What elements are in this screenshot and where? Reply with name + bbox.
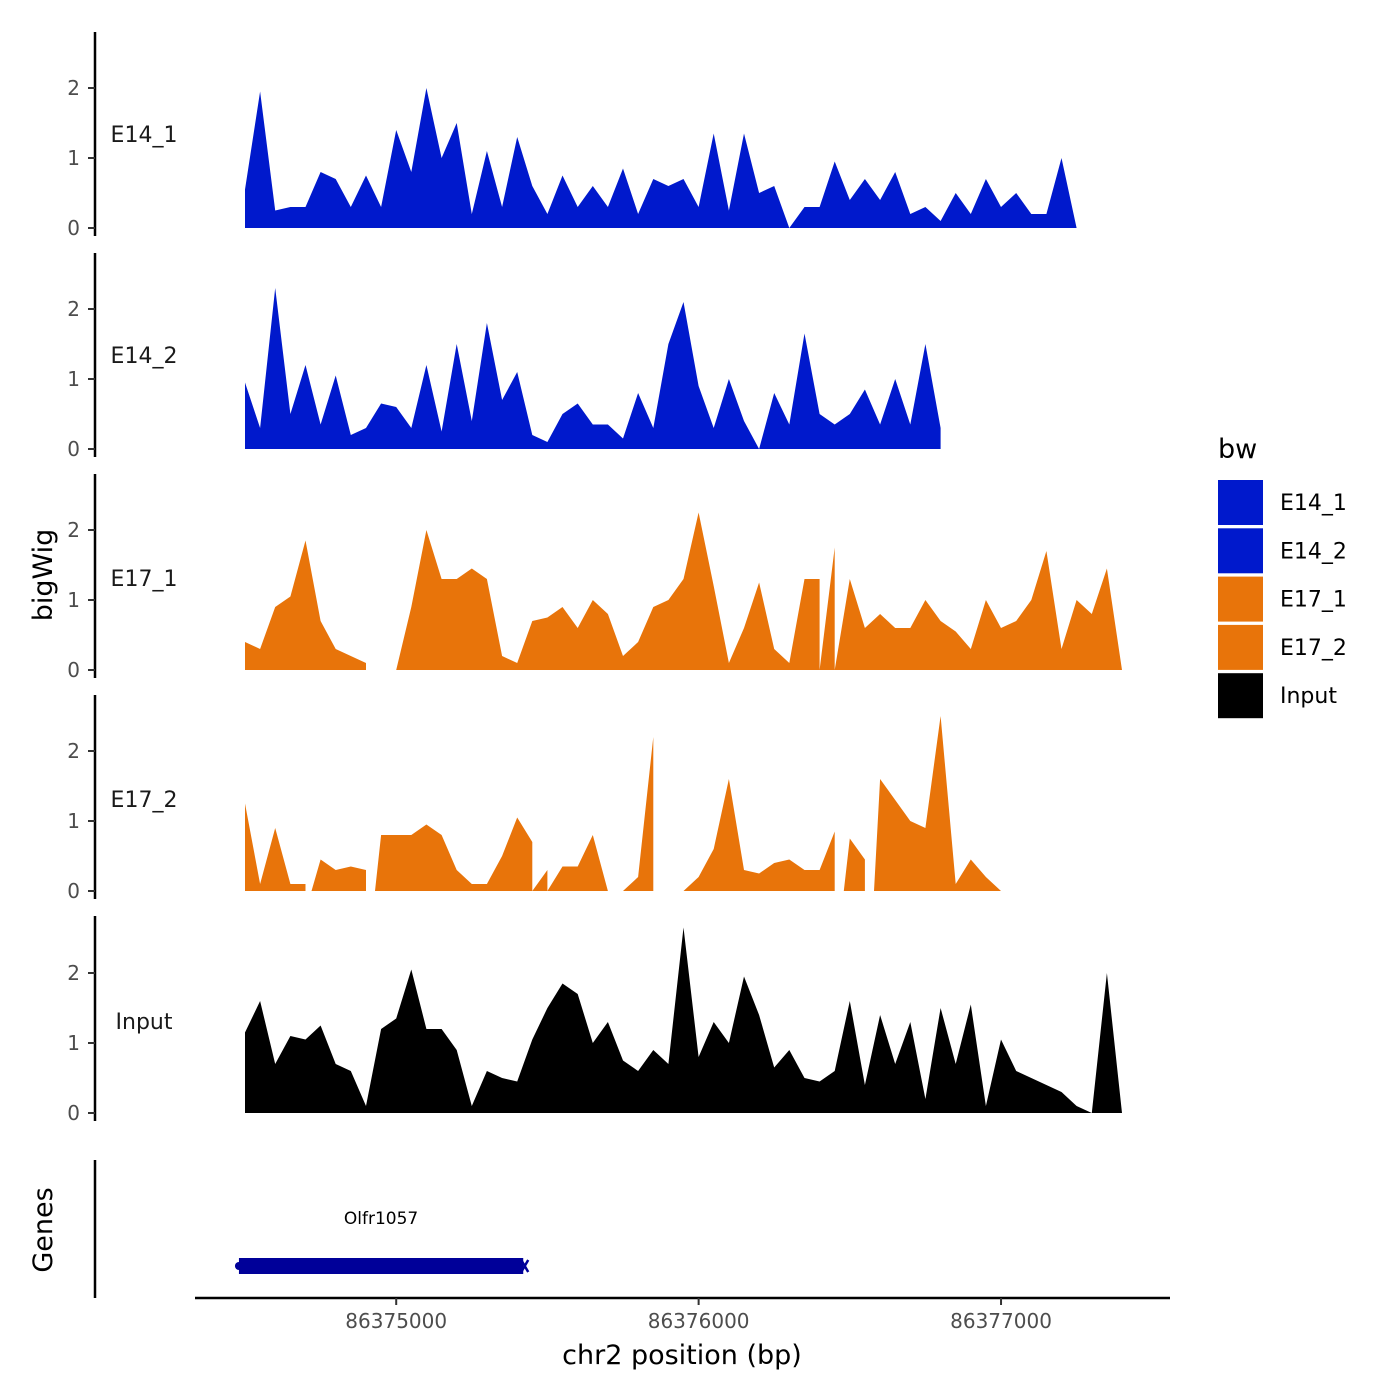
track-label: E17_2 xyxy=(111,788,178,813)
genes-track-title: Genes xyxy=(28,1187,59,1272)
y-axis-title: bigWig xyxy=(28,529,59,622)
x-tick-label: 86375000 xyxy=(345,1309,447,1333)
x-axis-title: chr2 position (bp) xyxy=(562,1340,802,1371)
track-label: E17_1 xyxy=(111,567,178,592)
track-Input: 0 1 2 Input xyxy=(67,916,1122,1125)
gene-start-marker xyxy=(234,1262,243,1270)
x-tick-label: 86376000 xyxy=(648,1309,750,1333)
track-E14_2: 0 1 2 E14_2 xyxy=(67,253,1122,461)
x-axis: chr2 position (bp) 86375000 86376000 86377… xyxy=(195,1296,1170,1371)
y-tick-label: 0 xyxy=(67,1101,80,1125)
legend-swatch xyxy=(1218,528,1263,574)
legend-label: E14_1 xyxy=(1280,491,1347,516)
legend-title: bw xyxy=(1218,434,1257,465)
legend-label: E17_1 xyxy=(1280,588,1347,613)
y-tick-label: 1 xyxy=(67,1031,80,1055)
legend-swatch xyxy=(1218,624,1263,670)
y-tick-label: 0 xyxy=(67,216,80,240)
x-tick-label: 86377000 xyxy=(950,1309,1052,1333)
signal-area-E17_2 xyxy=(683,716,1122,891)
gene-end-marker xyxy=(520,1259,530,1273)
legend-label: Input xyxy=(1280,684,1337,709)
legend-swatch xyxy=(1218,673,1263,719)
track-label: Input xyxy=(116,1010,173,1035)
y-tick-label: 2 xyxy=(67,739,80,763)
y-tick-label: 0 xyxy=(67,879,80,903)
y-tick-label: 0 xyxy=(67,658,80,682)
signal-area-E14_2 xyxy=(245,288,941,449)
y-tick-label: 1 xyxy=(67,367,80,391)
y-tick-label: 2 xyxy=(67,76,80,100)
track-label: E14_2 xyxy=(111,344,178,369)
y-tick-label: 2 xyxy=(67,518,80,542)
legend-swatch xyxy=(1218,576,1263,622)
track-E17_2: 0 1 2 E17_2 xyxy=(67,695,1122,903)
y-tick-label: 2 xyxy=(67,961,80,985)
legend-label: E14_2 xyxy=(1280,539,1347,564)
y-tick-label: 0 xyxy=(67,437,80,461)
track-E14_1: 0 1 2 E14_1 xyxy=(67,32,1122,240)
gene-label: Olfr1057 xyxy=(344,1209,418,1229)
gene-body xyxy=(238,1258,524,1274)
genes-track: Genes Olfr1057 xyxy=(28,1160,530,1298)
y-tick-label: 1 xyxy=(67,588,80,612)
signal-area-E17_2 xyxy=(245,737,654,891)
tracks-layer: 0 1 2 E14_1 0 1 2 E14_2 0 1 2 E17_1 0 1 2 E17_2 0 1 2 Input xyxy=(67,32,1122,1125)
signal-area-E14_1 xyxy=(245,88,1122,228)
y-tick-label: 1 xyxy=(67,809,80,833)
y-tick-label: 2 xyxy=(67,297,80,321)
legend-label: E17_2 xyxy=(1280,636,1347,661)
signal-area-E14_2 xyxy=(1076,400,1122,449)
legend: bw E14_1 E14_2 E17_1 E17_2 Input xyxy=(1218,434,1347,719)
track-E17_1: 0 1 2 E17_1 xyxy=(67,474,1122,682)
signal-area-E17_1 xyxy=(245,540,366,670)
signal-area-E17_1 xyxy=(396,512,1122,670)
legend-swatch xyxy=(1218,480,1263,525)
signal-area-Input xyxy=(245,927,1122,1113)
y-tick-label: 1 xyxy=(67,146,80,170)
track-label: E14_1 xyxy=(111,123,178,148)
